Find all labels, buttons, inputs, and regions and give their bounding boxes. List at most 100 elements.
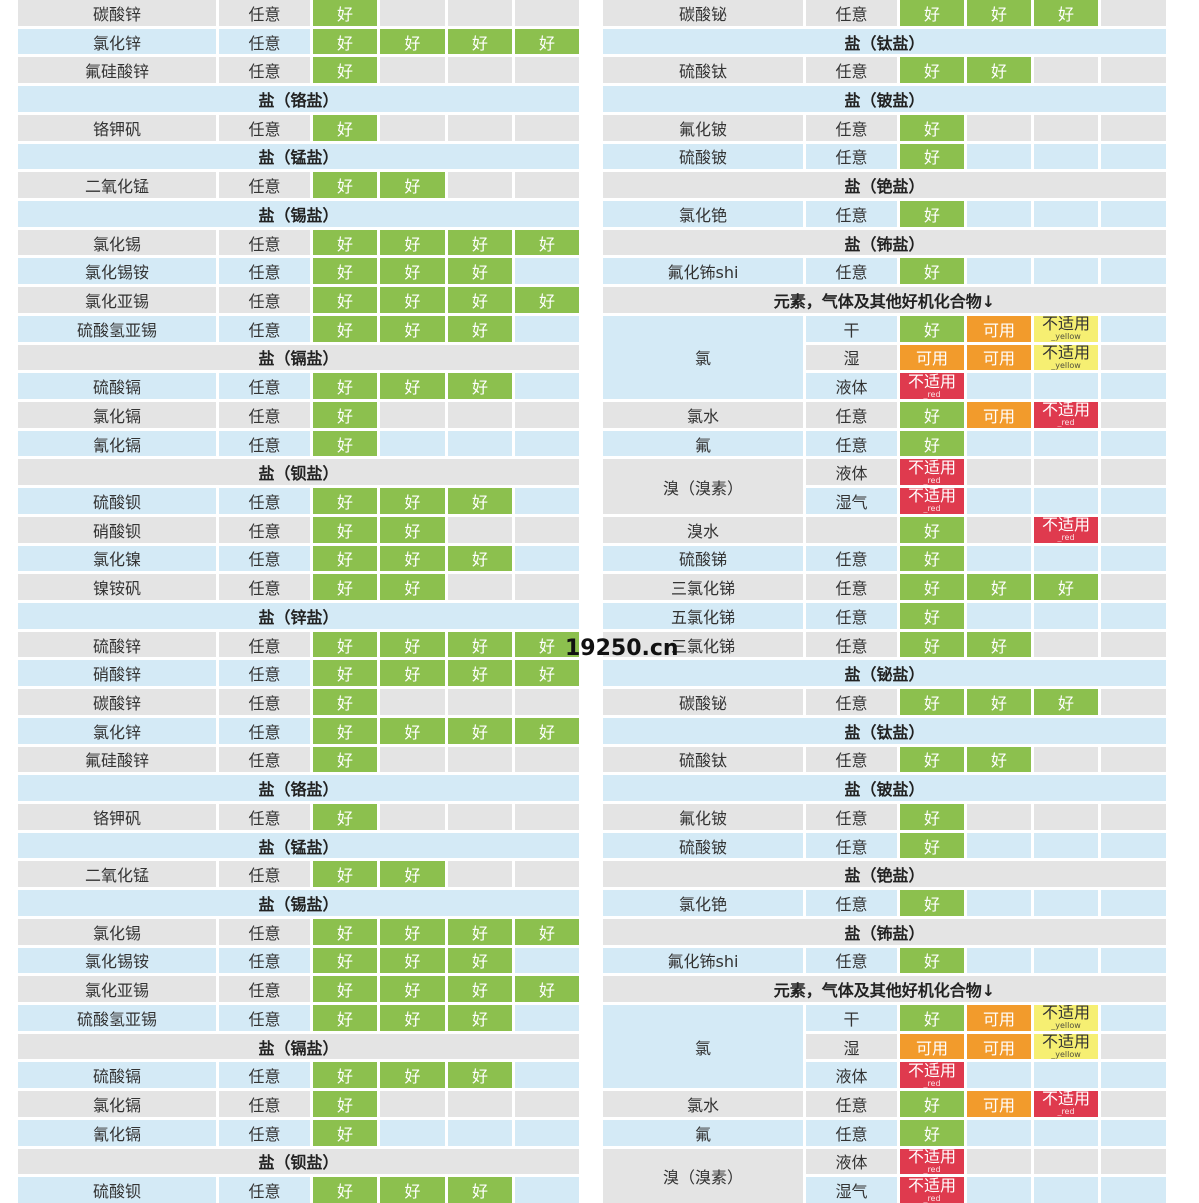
empty-cell [967, 803, 1031, 830]
substance-name: 硫酸镉 [18, 1062, 216, 1089]
rating-suffix: _yellow [1051, 332, 1081, 342]
condition: 任意 [806, 200, 897, 227]
rating-cell: 好 [380, 976, 445, 1002]
rating-cell: 好 [313, 229, 377, 256]
substance-name: 溴水 [603, 516, 803, 543]
rating-cell: 好 [380, 947, 445, 974]
substance-name: 氯化镉 [18, 1091, 216, 1117]
empty-cell [380, 1091, 445, 1117]
condition: 任意 [806, 430, 897, 457]
rating-cell: 好 [380, 315, 445, 342]
substance-name: 氯化亚锡 [18, 976, 216, 1002]
section-header: 盐（镉盐） [18, 1033, 579, 1060]
rating-cell: 不适用 _yellow [1034, 344, 1098, 371]
empty-cell [380, 746, 445, 773]
condition: 任意 [219, 1091, 310, 1117]
rating-cell: 好 [900, 114, 964, 141]
rating-label: 不适用 [907, 1148, 956, 1166]
condition: 任意 [806, 602, 897, 629]
condition: 湿 [806, 1033, 897, 1060]
rating-cell: 好 [448, 947, 512, 974]
rating-cell: 好 [313, 315, 377, 342]
rating-cell: 好 [900, 143, 964, 170]
rating-cell: 不适用 _red [900, 1177, 964, 1203]
condition: 任意 [806, 1091, 897, 1117]
empty-cell [967, 373, 1031, 399]
empty-cell [1101, 57, 1166, 84]
empty-cell [1101, 1091, 1166, 1117]
empty-cell [1101, 200, 1166, 227]
rating-cell: 可用 [967, 1033, 1031, 1060]
empty-cell [1034, 746, 1098, 773]
empty-cell [448, 746, 512, 773]
rating-cell: 好 [380, 287, 445, 313]
rating-label: 不适用 [1041, 344, 1090, 362]
rating-cell: 好 [448, 1062, 512, 1089]
rating-label: 不适用 [907, 1177, 956, 1195]
rating-cell: 好 [900, 430, 964, 457]
empty-cell [967, 200, 1031, 227]
condition: 任意 [219, 803, 310, 830]
substance-name: 氯水 [603, 401, 803, 428]
substance-name: 硫酸氢亚锡 [18, 315, 216, 342]
rating-label: 不适用 [907, 488, 956, 506]
rating-label: 不适用 [907, 459, 956, 477]
empty-cell [515, 0, 579, 26]
rating-cell: 不适用 _yellow [1034, 1033, 1098, 1060]
rating-cell: 好 [380, 488, 445, 514]
condition: 任意 [219, 229, 310, 256]
substance-name: 氯化铯 [603, 200, 803, 227]
rating-cell: 好 [448, 918, 512, 945]
rating-cell: 好 [448, 315, 512, 342]
condition: 任意 [219, 1062, 310, 1089]
empty-cell [1101, 459, 1166, 486]
rating-cell: 好 [380, 545, 445, 572]
condition: 液体 [806, 1062, 897, 1089]
empty-cell [515, 401, 579, 428]
condition: 干 [806, 1004, 897, 1031]
empty-cell [1101, 315, 1166, 342]
condition: 液体 [806, 373, 897, 399]
rating-suffix: _yellow [1051, 360, 1081, 370]
substance-name: 硫酸铍 [603, 832, 803, 859]
rating-cell: 好 [515, 976, 579, 1002]
condition: 任意 [806, 832, 897, 859]
condition: 任意 [219, 172, 310, 198]
condition: 任意 [806, 1119, 897, 1146]
rating-cell: 好 [313, 1004, 377, 1031]
rating-cell: 不适用 _yellow [1034, 1004, 1098, 1031]
condition: 液体 [806, 459, 897, 486]
empty-cell [1101, 401, 1166, 428]
condition: 任意 [219, 28, 310, 55]
condition: 液体 [806, 1148, 897, 1175]
condition: 任意 [806, 746, 897, 773]
condition: 任意 [219, 947, 310, 974]
substance-name: 硫酸钛 [603, 746, 803, 773]
empty-cell [967, 1177, 1031, 1203]
rating-suffix: _red [923, 1164, 941, 1174]
empty-cell [1101, 516, 1166, 543]
rating-suffix: _red [923, 389, 941, 399]
substance-name: 铬钾矾 [18, 114, 216, 141]
rating-cell: 好 [313, 57, 377, 84]
rating-suffix: _red [923, 1078, 941, 1088]
substance-name: 氯化锌 [18, 717, 216, 744]
section-header: 盐（锌盐） [18, 602, 579, 629]
condition: 湿 [806, 344, 897, 371]
substance-name: 氯化亚锡 [18, 287, 216, 313]
substance-name: 氯化铯 [603, 890, 803, 916]
rating-cell: 好 [967, 574, 1031, 600]
rating-cell: 可用 [967, 1091, 1031, 1117]
empty-cell [967, 545, 1031, 572]
rating-cell: 好 [448, 1004, 512, 1031]
substance-name: 碳酸铋 [603, 689, 803, 715]
substance-name: 氯 [603, 315, 803, 399]
rating-cell: 不适用 _red [900, 373, 964, 399]
rating-cell: 好 [380, 373, 445, 399]
empty-cell [448, 1119, 512, 1146]
empty-cell [967, 602, 1031, 629]
section-header: 盐（铍盐） [603, 86, 1166, 112]
rating-cell: 好 [515, 631, 579, 658]
empty-cell [380, 689, 445, 715]
empty-cell [1034, 114, 1098, 141]
